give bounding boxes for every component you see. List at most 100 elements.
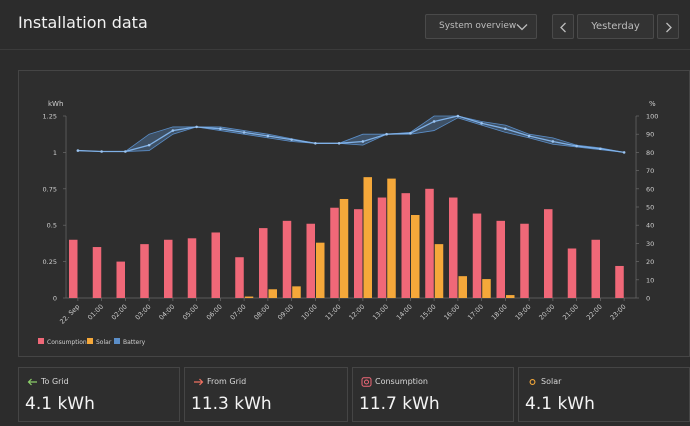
battery-point[interactable]: [242, 131, 246, 134]
battery-point[interactable]: [337, 142, 341, 145]
card-label: To Grid: [41, 377, 69, 386]
bar-consumption[interactable]: [211, 232, 221, 298]
bar-consumption[interactable]: [472, 213, 482, 298]
previous-day-button[interactable]: [552, 14, 574, 39]
bar-solar[interactable]: [268, 289, 278, 298]
legend-swatch-solar: [87, 338, 93, 344]
bar-solar[interactable]: [244, 296, 254, 298]
battery-point[interactable]: [599, 147, 602, 151]
battery-point[interactable]: [622, 151, 626, 154]
battery-point[interactable]: [575, 144, 578, 148]
battery-point[interactable]: [195, 125, 198, 129]
battery-point[interactable]: [314, 142, 317, 145]
bar-consumption[interactable]: [615, 265, 624, 298]
battery-point[interactable]: [551, 140, 555, 143]
bar-consumption[interactable]: [282, 220, 292, 298]
bar-consumption[interactable]: [591, 239, 601, 298]
right-tick-label: 70: [646, 167, 654, 175]
right-tick-label: 60: [646, 185, 654, 193]
battery-point[interactable]: [76, 149, 80, 152]
left-tick-label: 1.25: [43, 113, 57, 121]
card-consumption[interactable]: Consumption 11.7 kWh: [352, 367, 514, 422]
bar-solar[interactable]: [316, 242, 325, 298]
battery-point[interactable]: [219, 127, 222, 131]
battery-point[interactable]: [385, 132, 388, 136]
battery-point[interactable]: [432, 120, 436, 123]
battery-point[interactable]: [171, 129, 175, 132]
battery-point[interactable]: [361, 140, 365, 143]
card-to-grid[interactable]: To Grid 4.1 kWh: [18, 367, 180, 422]
bar-consumption[interactable]: [401, 193, 411, 298]
right-tick-label: 0: [646, 295, 650, 303]
battery-point[interactable]: [124, 150, 127, 153]
view-select[interactable]: System overview: [425, 14, 537, 39]
x-tick-label: 03:00: [134, 303, 153, 322]
bar-solar[interactable]: [363, 177, 373, 298]
battery-point[interactable]: [100, 150, 103, 153]
left-tick-label: 0.25: [43, 258, 57, 266]
battery-point[interactable]: [409, 131, 412, 135]
bar-consumption[interactable]: [187, 238, 197, 298]
right-tick-label: 10: [646, 276, 654, 284]
card-solar[interactable]: Solar 4.1 kWh: [518, 367, 690, 422]
bar-solar[interactable]: [434, 244, 444, 298]
bar-solar[interactable]: [339, 198, 349, 298]
battery-point[interactable]: [147, 143, 151, 147]
x-tick-label: 09:00: [276, 303, 295, 322]
bar-consumption[interactable]: [425, 188, 434, 298]
battery-range-band: [77, 115, 625, 153]
bar-consumption[interactable]: [520, 223, 529, 298]
bar-solar[interactable]: [387, 178, 396, 298]
bar-consumption[interactable]: [164, 239, 173, 298]
bar-solar[interactable]: [411, 215, 420, 298]
right-tick-label: 40: [646, 222, 654, 230]
bar-consumption[interactable]: [496, 220, 506, 298]
x-tick-label: 11:00: [324, 303, 343, 322]
legend-battery[interactable]: Battery: [123, 339, 146, 346]
bar-solar[interactable]: [482, 279, 491, 298]
x-tick-label: 13:00: [371, 303, 390, 322]
x-tick-label: 18:00: [490, 303, 509, 322]
battery-point[interactable]: [456, 114, 460, 118]
header-divider: [0, 49, 690, 50]
battery-point[interactable]: [290, 138, 293, 141]
left-axis-ticks: 1.25 1 0.75 0.5 0.25 0: [43, 113, 66, 303]
x-tick-label: 21:00: [561, 303, 580, 322]
battery-point[interactable]: [527, 134, 531, 138]
right-axis-unit: %: [649, 100, 656, 108]
bar-consumption[interactable]: [306, 223, 316, 298]
legend-consumption[interactable]: Consumption: [47, 339, 87, 346]
left-tick-label: 0.5: [47, 222, 57, 230]
battery-point[interactable]: [504, 127, 507, 131]
bar-consumption[interactable]: [544, 209, 553, 298]
next-day-button[interactable]: [657, 14, 679, 39]
battery-point[interactable]: [480, 121, 483, 125]
battery-line[interactable]: [77, 115, 625, 154]
chevron-right-icon: [666, 22, 672, 33]
bar-solar[interactable]: [292, 286, 301, 298]
bar-consumption[interactable]: [259, 228, 268, 298]
bar-consumption[interactable]: [449, 197, 458, 298]
bar-consumption[interactable]: [567, 248, 577, 298]
bar-consumption[interactable]: [140, 244, 149, 298]
bar-solar[interactable]: [458, 276, 468, 298]
bar-consumption[interactable]: [377, 197, 387, 298]
battery-point[interactable]: [266, 134, 270, 138]
bar-consumption[interactable]: [92, 247, 102, 298]
legend: Consumption Solar Battery: [38, 338, 146, 346]
left-axis-unit: kWh: [48, 100, 63, 108]
bar-consumption[interactable]: [235, 257, 244, 298]
bar-solar[interactable]: [506, 295, 515, 298]
bar-consumption[interactable]: [354, 209, 363, 298]
bar-consumption[interactable]: [116, 261, 126, 298]
card-label: Consumption: [375, 377, 428, 386]
right-tick-label: 20: [646, 258, 654, 266]
card-from-grid[interactable]: From Grid 11.3 kWh: [184, 367, 348, 422]
legend-swatch-battery: [114, 338, 120, 344]
bar-consumption[interactable]: [69, 239, 78, 298]
x-tick-label: 17:00: [466, 303, 485, 322]
bar-consumption[interactable]: [330, 207, 339, 298]
date-display[interactable]: Yesterday: [577, 14, 654, 39]
legend-solar[interactable]: Solar: [96, 339, 112, 346]
